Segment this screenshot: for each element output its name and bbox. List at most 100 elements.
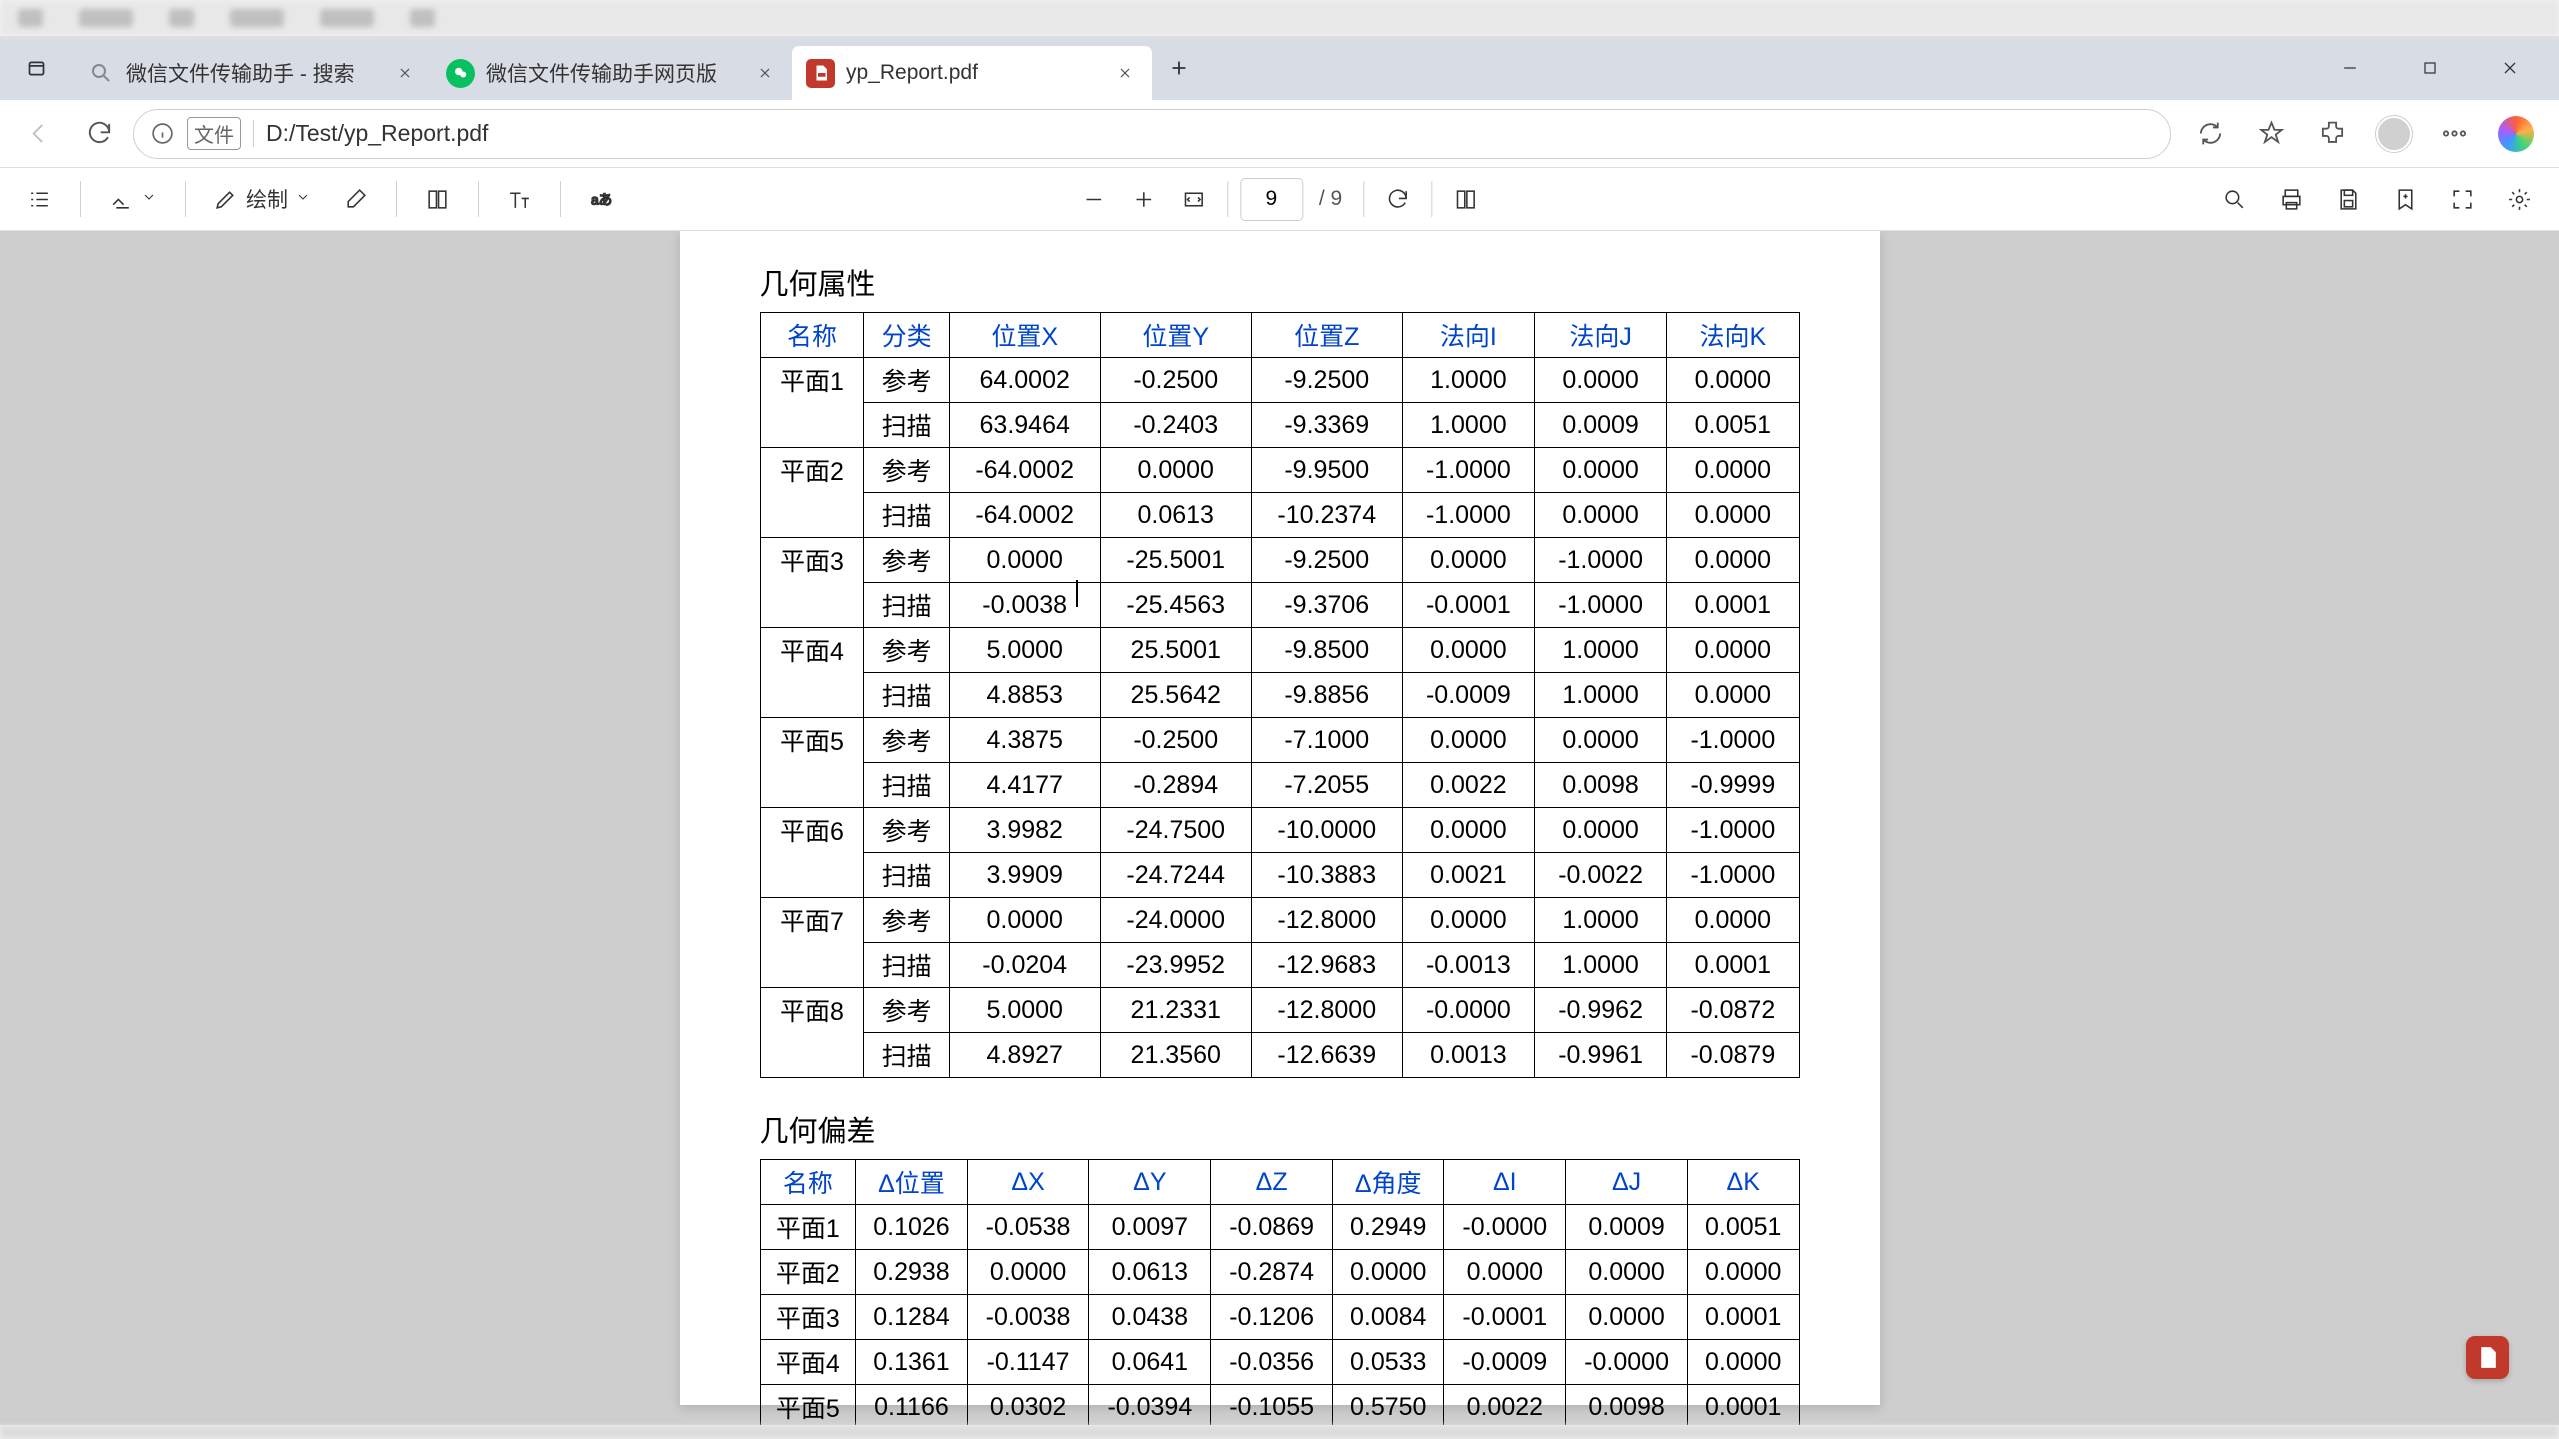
fullscreen-icon[interactable] (2441, 178, 2484, 221)
contents-icon[interactable] (18, 178, 61, 221)
tab-title: 微信文件传输助手 - 搜索 (126, 58, 380, 88)
refresh-button[interactable] (72, 107, 126, 161)
table-cell: -9.8500 (1251, 628, 1402, 673)
table-cell: 4.3875 (949, 718, 1100, 763)
url-input[interactable]: 文件 D:/Test/yp_Report.pdf (133, 109, 2171, 159)
table-cell: 0.0022 (1402, 763, 1534, 808)
table-cell: 扫描 (864, 583, 949, 628)
table-cell: 3.9982 (949, 808, 1100, 853)
erase-icon[interactable] (334, 178, 377, 221)
close-tab-icon[interactable] (1111, 60, 1138, 87)
table-row: 平面5参考4.3875-0.2500-7.10000.00000.0000-1.… (760, 718, 1799, 763)
table-cell: -1.0000 (1667, 853, 1799, 898)
table-cell: 0.0000 (1333, 1250, 1444, 1295)
table-cell-name: 平面1 (760, 358, 864, 448)
table-cell: 参考 (864, 448, 949, 493)
highlight-icon[interactable] (100, 178, 166, 221)
minimize-button[interactable] (2310, 36, 2390, 100)
table-row: 扫描4.885325.5642-9.8856-0.00091.00000.000… (760, 673, 1799, 718)
fit-page-icon[interactable] (1172, 178, 1215, 221)
draw-label: 绘制 (246, 184, 288, 214)
zoom-out-button[interactable] (1072, 178, 1115, 221)
table-cell: 0.0051 (1667, 403, 1799, 448)
table-row: 扫描4.892721.3560-12.66390.0013-0.9961-0.0… (760, 1033, 1799, 1078)
table-cell: 0.0000 (1667, 538, 1799, 583)
extensions-icon[interactable] (2311, 112, 2354, 155)
table-cell: 参考 (864, 808, 949, 853)
table-header: ΔZ (1211, 1160, 1333, 1205)
text-cursor (1076, 580, 1078, 607)
page-view-icon[interactable] (1444, 178, 1487, 221)
table-cell: 0.0009 (1535, 403, 1667, 448)
browser-tab-1[interactable]: 微信文件传输助手 - 搜索 (72, 46, 432, 100)
table-cell: -0.0394 (1089, 1385, 1211, 1426)
table-header: 法向J (1535, 313, 1667, 358)
table-cell: -0.0356 (1211, 1340, 1333, 1385)
table-row: 平面8参考5.000021.2331-12.8000-0.0000-0.9962… (760, 988, 1799, 1033)
table-cell: -12.9683 (1251, 943, 1402, 988)
table-cell: 0.0000 (1402, 718, 1534, 763)
table-cell: -7.1000 (1251, 718, 1402, 763)
profile-avatar[interactable] (2372, 112, 2415, 155)
close-tab-icon[interactable] (391, 60, 418, 87)
table-row: 平面10.1026-0.05380.0097-0.08690.2949-0.00… (760, 1205, 1799, 1250)
table-cell: 0.0009 (1566, 1205, 1688, 1250)
print-icon[interactable] (2270, 178, 2313, 221)
table-cell: -25.4563 (1100, 583, 1251, 628)
bookmark-add-icon[interactable] (2384, 178, 2427, 221)
copilot-icon[interactable] (2494, 112, 2537, 155)
site-info-icon[interactable] (150, 121, 175, 146)
window-controls (2310, 36, 2550, 100)
favorite-star-icon[interactable] (2250, 112, 2293, 155)
acrobat-badge-icon[interactable] (2466, 1336, 2509, 1379)
table-cell: 4.4177 (949, 763, 1100, 808)
text-column-icon[interactable] (416, 178, 459, 221)
tab-actions-icon[interactable] (9, 41, 63, 95)
table-row: 扫描63.9464-0.2403-9.33691.00000.00090.005… (760, 403, 1799, 448)
text-size-icon[interactable] (498, 178, 541, 221)
table-cell: 平面5 (760, 1385, 856, 1426)
table-cell: 0.0000 (1444, 1250, 1566, 1295)
back-button[interactable] (11, 107, 65, 161)
zoom-in-button[interactable] (1122, 178, 1165, 221)
draw-button[interactable]: 绘制 (205, 178, 320, 221)
table-cell: 3.9909 (949, 853, 1100, 898)
table-cell: 0.0098 (1566, 1385, 1688, 1426)
translate-icon[interactable]: aあ (580, 178, 623, 221)
table-cell: -0.0000 (1402, 988, 1534, 1033)
table-cell: 1.0000 (1535, 673, 1667, 718)
tab-title: 微信文件传输助手网页版 (486, 58, 740, 88)
sync-icon[interactable] (2189, 112, 2232, 155)
rotate-icon[interactable] (1376, 178, 1419, 221)
svg-text:aあ: aあ (591, 192, 612, 207)
url-separator (253, 120, 254, 147)
pdf-viewer-area[interactable]: 几何属性 名称分类位置X位置Y位置Z法向I法向J法向K 平面1参考64.0002… (0, 231, 2559, 1425)
close-window-button[interactable] (2470, 36, 2550, 100)
find-icon[interactable] (2213, 178, 2256, 221)
close-tab-icon[interactable] (751, 60, 778, 87)
table-cell: 0.0001 (1667, 943, 1799, 988)
save-icon[interactable] (2327, 178, 2370, 221)
table-cell: 4.8853 (949, 673, 1100, 718)
table-cell: -9.2500 (1251, 538, 1402, 583)
table-cell: -9.3369 (1251, 403, 1402, 448)
table-cell: -0.1147 (967, 1340, 1089, 1385)
browser-tab-2[interactable]: 微信文件传输助手网页版 (432, 46, 792, 100)
table-cell: 0.1026 (856, 1205, 967, 1250)
settings-gear-icon[interactable] (2498, 178, 2541, 221)
table-row: 扫描-0.0204-23.9952-12.9683-0.00131.00000.… (760, 943, 1799, 988)
new-tab-button[interactable] (1152, 41, 1206, 95)
table-cell: -1.0000 (1535, 538, 1667, 583)
table-cell: 0.0000 (1402, 538, 1534, 583)
more-menu-icon[interactable] (2433, 112, 2476, 155)
page-number-input[interactable] (1240, 178, 1303, 221)
table-cell: -0.2874 (1211, 1250, 1333, 1295)
table-header: 位置Y (1100, 313, 1251, 358)
table-cell: 平面2 (760, 1250, 856, 1295)
browser-tab-3-active[interactable]: yp_Report.pdf (792, 46, 1152, 100)
table-cell: 0.0000 (949, 538, 1100, 583)
table-cell: -1.0000 (1402, 493, 1534, 538)
maximize-button[interactable] (2390, 36, 2470, 100)
table-cell: 0.0000 (1667, 493, 1799, 538)
table-cell: 0.2949 (1333, 1205, 1444, 1250)
